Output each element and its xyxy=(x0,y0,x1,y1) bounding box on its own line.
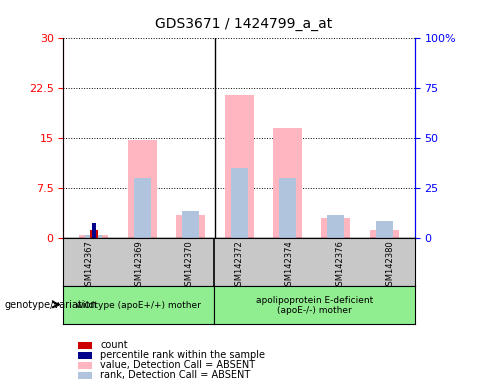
Bar xyxy=(85,235,102,238)
Bar xyxy=(273,128,302,238)
Bar xyxy=(182,212,199,238)
Text: GDS3671 / 1424799_a_at: GDS3671 / 1424799_a_at xyxy=(155,17,333,31)
Bar xyxy=(224,95,254,238)
Text: GSM142370: GSM142370 xyxy=(184,240,193,291)
Text: wildtype (apoE+/+) mother: wildtype (apoE+/+) mother xyxy=(76,301,201,310)
Text: genotype/variation: genotype/variation xyxy=(5,300,98,310)
Bar xyxy=(322,218,350,238)
Bar xyxy=(128,140,157,238)
Bar xyxy=(327,215,345,238)
Text: percentile rank within the sample: percentile rank within the sample xyxy=(100,350,265,360)
Bar xyxy=(80,235,108,238)
Text: GSM142369: GSM142369 xyxy=(134,240,143,291)
Text: GSM142367: GSM142367 xyxy=(84,240,93,291)
Text: apolipoprotein E-deficient
(apoE-/-) mother: apolipoprotein E-deficient (apoE-/-) mot… xyxy=(256,296,373,315)
Text: GSM142374: GSM142374 xyxy=(285,240,294,291)
Bar xyxy=(231,168,247,238)
Text: GSM142380: GSM142380 xyxy=(385,240,394,291)
Bar xyxy=(370,230,399,238)
Bar xyxy=(92,223,96,238)
Bar xyxy=(134,178,151,238)
Text: count: count xyxy=(100,340,128,350)
Text: GSM142376: GSM142376 xyxy=(335,240,344,291)
Text: rank, Detection Call = ABSENT: rank, Detection Call = ABSENT xyxy=(100,370,250,380)
Bar xyxy=(376,222,393,238)
Bar xyxy=(279,178,296,238)
Text: GSM142372: GSM142372 xyxy=(235,240,244,291)
Bar xyxy=(90,230,98,238)
Bar xyxy=(176,215,205,238)
Text: value, Detection Call = ABSENT: value, Detection Call = ABSENT xyxy=(100,360,255,370)
